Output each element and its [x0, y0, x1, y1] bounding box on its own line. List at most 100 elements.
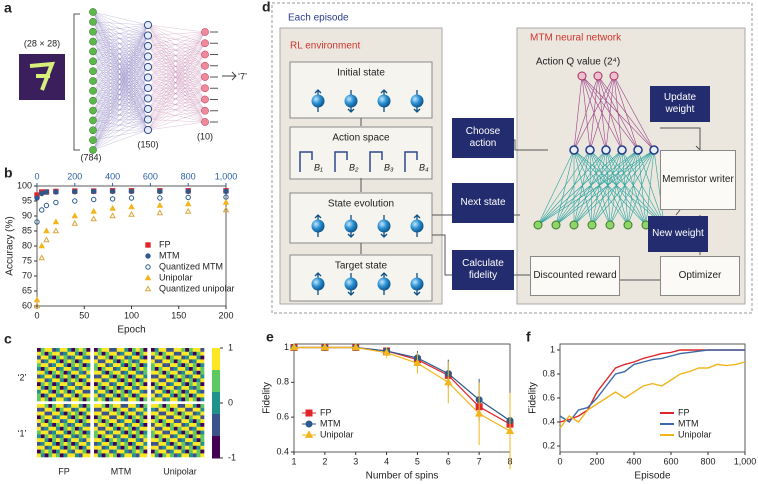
heat-cell: [173, 397, 178, 402]
heat-cell: [116, 438, 121, 443]
heat-cell: [52, 434, 57, 439]
x-axis-label: Number of spins: [366, 471, 439, 482]
heat-cell: [97, 367, 102, 371]
heat-cell: [101, 423, 106, 427]
heat-cell: [200, 438, 205, 443]
heat-cell: [48, 453, 53, 458]
connection: [589, 149, 647, 226]
heat-cell: [166, 442, 171, 446]
heat-cell: [196, 374, 201, 379]
heat-cell: [162, 453, 167, 458]
heat-cell: [63, 355, 68, 360]
connection: [92, 41, 149, 68]
node: [89, 27, 97, 36]
heat-cell: [113, 426, 117, 431]
heat-cell: [166, 423, 171, 427]
connection: [147, 54, 206, 57]
heat-cell: [59, 382, 64, 387]
connection: [589, 149, 593, 226]
connection: [92, 35, 149, 42]
heat-cell: [196, 351, 201, 356]
heat-cell: [143, 426, 148, 431]
heat-cell: [78, 348, 83, 352]
connection: [573, 149, 611, 226]
heat-cell: [170, 411, 174, 416]
heat-cell: [59, 367, 64, 371]
x2-tick-label: 600: [143, 171, 158, 181]
heat-cell: [189, 363, 193, 368]
connection: [92, 90, 149, 99]
heat-cell: [97, 389, 102, 394]
heat-cell: [75, 404, 79, 408]
marker: [53, 199, 59, 206]
colorbar: [212, 414, 220, 437]
heat-cell: [37, 453, 41, 458]
heat-cell: [75, 415, 79, 420]
heat-cell: [132, 370, 136, 375]
connection: [92, 90, 149, 120]
heat-cell: [151, 415, 155, 420]
heat-cell: [71, 382, 76, 387]
heat-cell: [52, 423, 57, 427]
y-tick-label: 100: [17, 180, 32, 190]
heat-cell: [128, 370, 133, 375]
heat-cell: [82, 367, 87, 371]
heat-cell: [181, 434, 186, 439]
heat-cell: [170, 445, 174, 450]
connection: [573, 149, 623, 226]
connection: [92, 11, 149, 99]
output-label: ‘7’: [238, 71, 247, 81]
colorbar: [212, 436, 220, 459]
heat-cell: [109, 370, 114, 375]
heat-cell: [196, 386, 201, 390]
row-label: ‘1’: [17, 428, 26, 438]
heat-cell: [109, 430, 114, 435]
heat-cell: [40, 445, 45, 450]
connection: [92, 11, 149, 89]
heat-cell: [67, 382, 72, 387]
heat-cell: [75, 355, 79, 360]
heat-cell: [63, 415, 68, 420]
heat-cell: [143, 378, 148, 383]
heat-cell: [166, 378, 171, 383]
heat-cell: [94, 415, 98, 420]
heat-cell: [48, 363, 53, 368]
marker: [144, 274, 152, 281]
heat-cell: [151, 404, 155, 408]
connection: [147, 76, 206, 120]
connection: [147, 43, 206, 110]
x-axis-label: Epoch: [117, 325, 145, 336]
connection: [609, 149, 639, 226]
heat-cell: [158, 374, 163, 379]
heat-cell: [177, 419, 182, 424]
heat-cell: [158, 355, 163, 360]
heat-cell: [162, 393, 167, 398]
heat-cell: [56, 367, 60, 371]
heat-cell: [192, 386, 197, 390]
heat-cell: [109, 438, 114, 443]
node: [201, 73, 209, 81]
heat-cell: [97, 449, 102, 454]
heat-cell: [105, 389, 110, 394]
heat-cell: [158, 359, 163, 364]
x-tick-label: 1: [291, 456, 296, 466]
connection: [92, 41, 149, 78]
heat-cell: [162, 404, 167, 408]
heat-cell: [158, 423, 163, 427]
heat-cell: [196, 355, 201, 360]
heat-cell: [139, 449, 144, 454]
heat-cell: [124, 415, 129, 420]
node: [201, 61, 209, 70]
heat-cell: [162, 407, 167, 412]
heat-cell: [173, 449, 178, 454]
connection: [92, 41, 149, 120]
heat-cell: [71, 453, 76, 458]
heat-cell: [97, 386, 102, 390]
heat-cell: [158, 438, 163, 443]
heat-cell: [135, 374, 140, 379]
heat-cell: [113, 348, 117, 352]
heat-cell: [120, 438, 125, 443]
heat-cell: [143, 407, 148, 412]
connection: [92, 45, 149, 151]
heat-cell: [177, 386, 182, 390]
